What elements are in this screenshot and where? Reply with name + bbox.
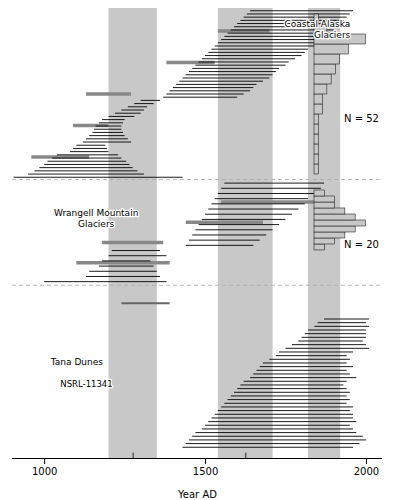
svg-text:N = 52: N = 52 — [344, 113, 379, 124]
svg-text:Tana Dunes: Tana Dunes — [50, 357, 103, 367]
svg-text:Coastal AlaskaGlaciers: Coastal AlaskaGlaciers — [284, 19, 350, 40]
svg-text:2000: 2000 — [354, 466, 379, 477]
svg-text:Wrangell MountainGlaciers: Wrangell MountainGlaciers — [54, 208, 138, 229]
svg-text:NSRL-11341: NSRL-11341 — [60, 379, 112, 389]
svg-text:N = 20: N = 20 — [344, 239, 379, 250]
svg-text:Year AD: Year AD — [177, 489, 217, 500]
svg-text:1000: 1000 — [32, 466, 57, 477]
svg-text:1500: 1500 — [193, 466, 218, 477]
